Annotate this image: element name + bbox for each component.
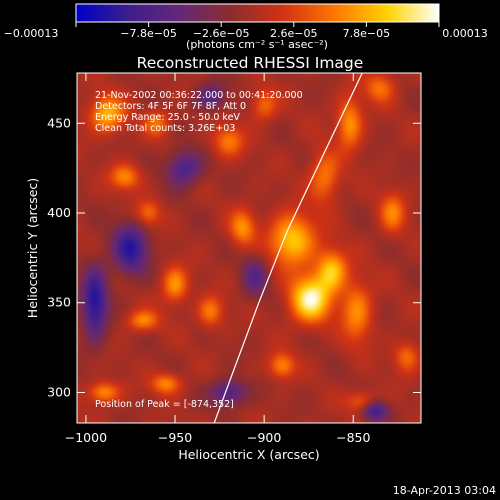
x-axis-label: Heliocentric X (arcsec)	[178, 447, 319, 462]
annotation-line: Energy Range: 25.0 - 50.0 keV	[95, 112, 240, 123]
x-tick-label: −950	[158, 430, 192, 445]
colorbar	[75, 3, 440, 23]
y-tick-label: 300	[47, 384, 71, 399]
y-axis-label: Heliocentric Y (arcsec)	[25, 178, 40, 318]
colorbar-tick-label: −0.00013	[4, 27, 59, 40]
x-tick-label: −850	[336, 430, 370, 445]
colorbar-tick-label: 0.00013	[442, 27, 488, 40]
colorbar-unit-label: (photons cm⁻² s⁻¹ asec⁻²)	[186, 38, 328, 51]
colorbar-tick-label: −2.6e−05	[193, 27, 250, 40]
annotation-line: 21-Nov-2002 00:36:22.000 to 00:41:20.000	[95, 90, 303, 101]
observation-annotations: 21-Nov-2002 00:36:22.000 to 00:41:20.000…	[95, 90, 303, 134]
colorbar-ticks: −0.00013 −7.8e−05 −2.6e−05 2.6e−05 7.8e−05 0.…	[4, 22, 488, 40]
x-tick-label: −900	[247, 430, 281, 445]
y-tick-label: 450	[47, 115, 71, 130]
annotation-line: Detectors: 4F 5F 6F 7F 8F, Att 0	[95, 101, 246, 112]
axis-ticks: −1000 −950 −900 −850 300 350 400 450	[47, 73, 421, 445]
y-tick-label: 400	[47, 205, 71, 220]
peak-position-label: Position of Peak = [-874,352]	[95, 399, 234, 410]
footer-date: 18-Apr-2013 03:04	[393, 484, 496, 497]
x-tick-label: −1000	[65, 430, 107, 445]
chart-title: Reconstructed RHESSI Image	[137, 54, 364, 72]
colorbar-tick-label: 7.8e−05	[343, 27, 390, 40]
solar-limb-line	[213, 73, 363, 423]
heatmap-image	[77, 73, 421, 423]
plot-frame	[76, 72, 422, 424]
annotation-line: Clean Total counts: 3.26E+03	[95, 123, 235, 134]
y-tick-label: 350	[47, 295, 71, 310]
colorbar-tick-label: −7.8e−05	[120, 27, 177, 40]
colorbar-tick-label: 2.6e−05	[270, 27, 317, 40]
